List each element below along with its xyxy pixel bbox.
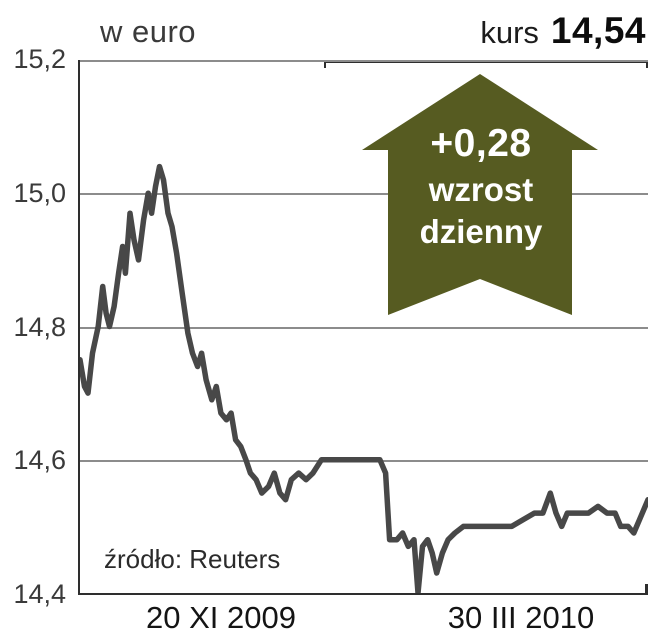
source-attribution: źródło: Reuters [104, 544, 281, 574]
daily-change-label-1: wzrost [428, 171, 534, 208]
daily-change-value: +0,28 [430, 122, 532, 165]
rate-value: 14,54 [550, 10, 646, 51]
x-axis-end-tick [645, 584, 648, 593]
x-tick-label-end: 30 III 2010 [447, 600, 595, 635]
y-tick-label: 14,8 [13, 311, 66, 342]
price-line [80, 163, 648, 593]
y-tick-label: 15,0 [13, 177, 66, 208]
gridline [80, 193, 648, 196]
y-axis-labels: 15,2 15,0 14,8 14,6 14,4 [0, 44, 68, 609]
y-tick-label: 14,6 [13, 445, 66, 476]
gridline [80, 326, 648, 329]
chart-title: w euro [100, 14, 197, 49]
x-tick-label-start: 20 XI 2009 [146, 600, 296, 635]
rate-label: kurs [480, 15, 539, 50]
up-arrow-icon [362, 74, 598, 315]
y-tick-label: 15,2 [13, 43, 66, 74]
daily-change-label-2: dzienny [419, 213, 543, 250]
daily-change-text: +0,28 wzrost dzienny [360, 124, 602, 257]
y-tick-label: 14,4 [13, 578, 66, 609]
price-line-chart [80, 163, 648, 593]
gridline [80, 60, 648, 62]
rate-readout: kurs 14,54 [480, 10, 646, 52]
daily-change-badge: +0,28 wzrost dzienny [360, 72, 602, 318]
plot-area [78, 60, 648, 595]
